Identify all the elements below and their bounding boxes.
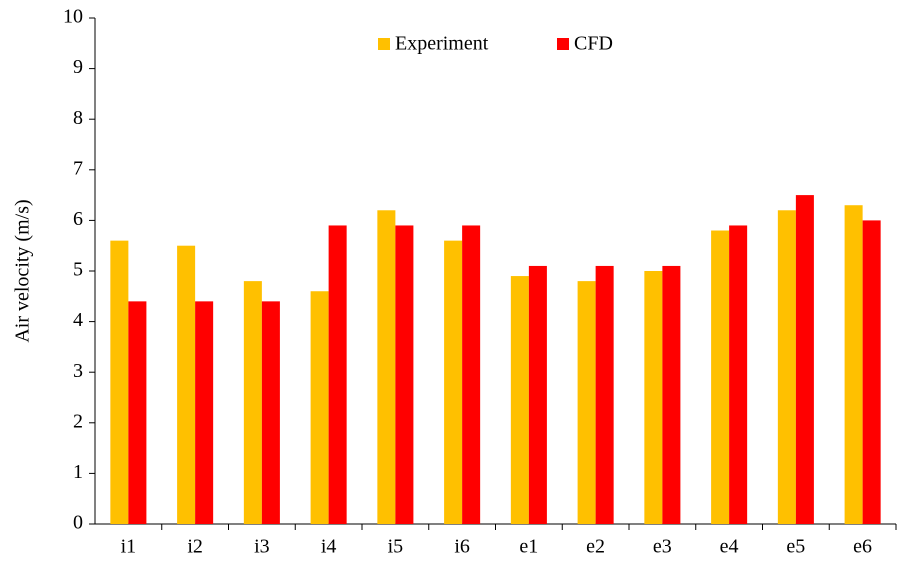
bar bbox=[110, 240, 129, 524]
x-tick-label: i5 bbox=[388, 536, 404, 558]
y-tick-label: 5 bbox=[73, 259, 83, 281]
x-tick-label: i3 bbox=[254, 536, 270, 558]
bar bbox=[261, 301, 280, 524]
bar bbox=[377, 210, 396, 524]
x-tick-label: i4 bbox=[321, 536, 337, 558]
bar bbox=[844, 205, 863, 524]
x-tick-label: e5 bbox=[786, 536, 805, 558]
bar bbox=[662, 265, 681, 524]
bar bbox=[711, 230, 730, 524]
legend-swatch bbox=[557, 38, 569, 50]
bar bbox=[310, 291, 329, 524]
y-tick-label: 9 bbox=[73, 56, 83, 78]
bar bbox=[577, 281, 596, 524]
y-tick-label: 6 bbox=[73, 208, 83, 230]
x-tick-label: e3 bbox=[653, 536, 672, 558]
y-tick-label: 4 bbox=[73, 309, 83, 331]
y-tick-label: 7 bbox=[73, 157, 83, 179]
y-tick-label: 0 bbox=[73, 512, 83, 534]
legend-label: Experiment bbox=[395, 33, 489, 55]
bar bbox=[595, 265, 614, 524]
bar bbox=[177, 245, 196, 524]
bar bbox=[795, 195, 814, 524]
y-tick-label: 8 bbox=[73, 107, 83, 129]
bar bbox=[195, 301, 214, 524]
bar bbox=[777, 210, 796, 524]
bar bbox=[862, 220, 881, 524]
y-axis-label: Air velocity (m/s) bbox=[12, 199, 34, 342]
x-tick-label: e6 bbox=[853, 536, 872, 558]
y-tick-label: 3 bbox=[73, 360, 83, 382]
x-tick-label: e4 bbox=[720, 536, 739, 558]
x-tick-label: e2 bbox=[586, 536, 605, 558]
y-tick-label: 10 bbox=[63, 6, 83, 28]
bar bbox=[328, 225, 347, 524]
x-tick-label: e1 bbox=[519, 536, 538, 558]
bar bbox=[128, 301, 147, 524]
legend-swatch bbox=[378, 38, 390, 50]
x-tick-label: i2 bbox=[187, 536, 203, 558]
bar bbox=[510, 276, 529, 524]
y-tick-label: 2 bbox=[73, 410, 83, 432]
x-tick-label: i6 bbox=[454, 536, 470, 558]
legend-label: CFD bbox=[574, 33, 613, 55]
bar bbox=[395, 225, 414, 524]
bar bbox=[729, 225, 748, 524]
bar bbox=[462, 225, 481, 524]
bar bbox=[243, 281, 262, 524]
y-tick-label: 1 bbox=[73, 461, 83, 483]
bar bbox=[644, 271, 663, 524]
x-tick-label: i1 bbox=[121, 536, 137, 558]
bar bbox=[528, 265, 547, 524]
bar bbox=[444, 240, 463, 524]
